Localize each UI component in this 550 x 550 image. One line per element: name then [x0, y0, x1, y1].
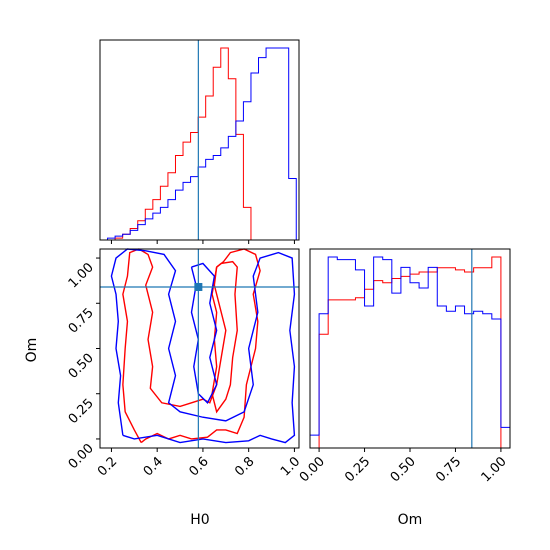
x-axis-label-h0: H0: [190, 512, 209, 528]
tick-label-om-left-2: 0.50: [66, 351, 97, 382]
ticks-layer: 0.2 0.4 0.6 0.8 1.00.00 0.000.250.250.500.500…: [66, 240, 510, 485]
tick-label-om-bottom-0: 0.00: [297, 454, 328, 485]
y-axis-label-om: Om: [24, 338, 40, 363]
tick-label-h0-2: 0.6: [187, 454, 212, 479]
tick-label-h0-1: 0.4: [141, 454, 166, 479]
panel-h0-histogram-frame: [99, 39, 300, 241]
tick-label-om-bottom-4: 1.00: [479, 454, 510, 485]
tick-label-om-bottom-3: 0.75: [433, 454, 464, 485]
contour-0-line: [122, 248, 261, 444]
plot-lines-layer: [100, 40, 511, 449]
om-histogram-series-0-line: [310, 256, 510, 449]
contour-3-line: [190, 262, 218, 404]
truth-marker: [194, 282, 203, 291]
tick-label-om-bottom-1: 0.25: [342, 454, 373, 485]
x-axis-label-om: Om: [398, 512, 423, 528]
tick-label-om-left-1: 0.25: [66, 396, 97, 427]
tick-label-om-bottom-2: 0.50: [388, 454, 419, 485]
tick-label-om-left-0: 0.00: [66, 441, 97, 472]
tick-label-h0-0: 0.2: [95, 454, 120, 479]
tick-label-h0-3: 0.8: [232, 454, 257, 479]
panel-h0-om-contour-frame: [99, 248, 300, 449]
contour-2-line: [110, 248, 296, 444]
h0-histogram-series-0-line: [100, 47, 297, 241]
tick-label-om-left-3: 0.75: [66, 305, 97, 336]
tick-label-om-left-4: 1.00: [66, 260, 97, 291]
om-histogram-series-1-line: [309, 256, 511, 448]
